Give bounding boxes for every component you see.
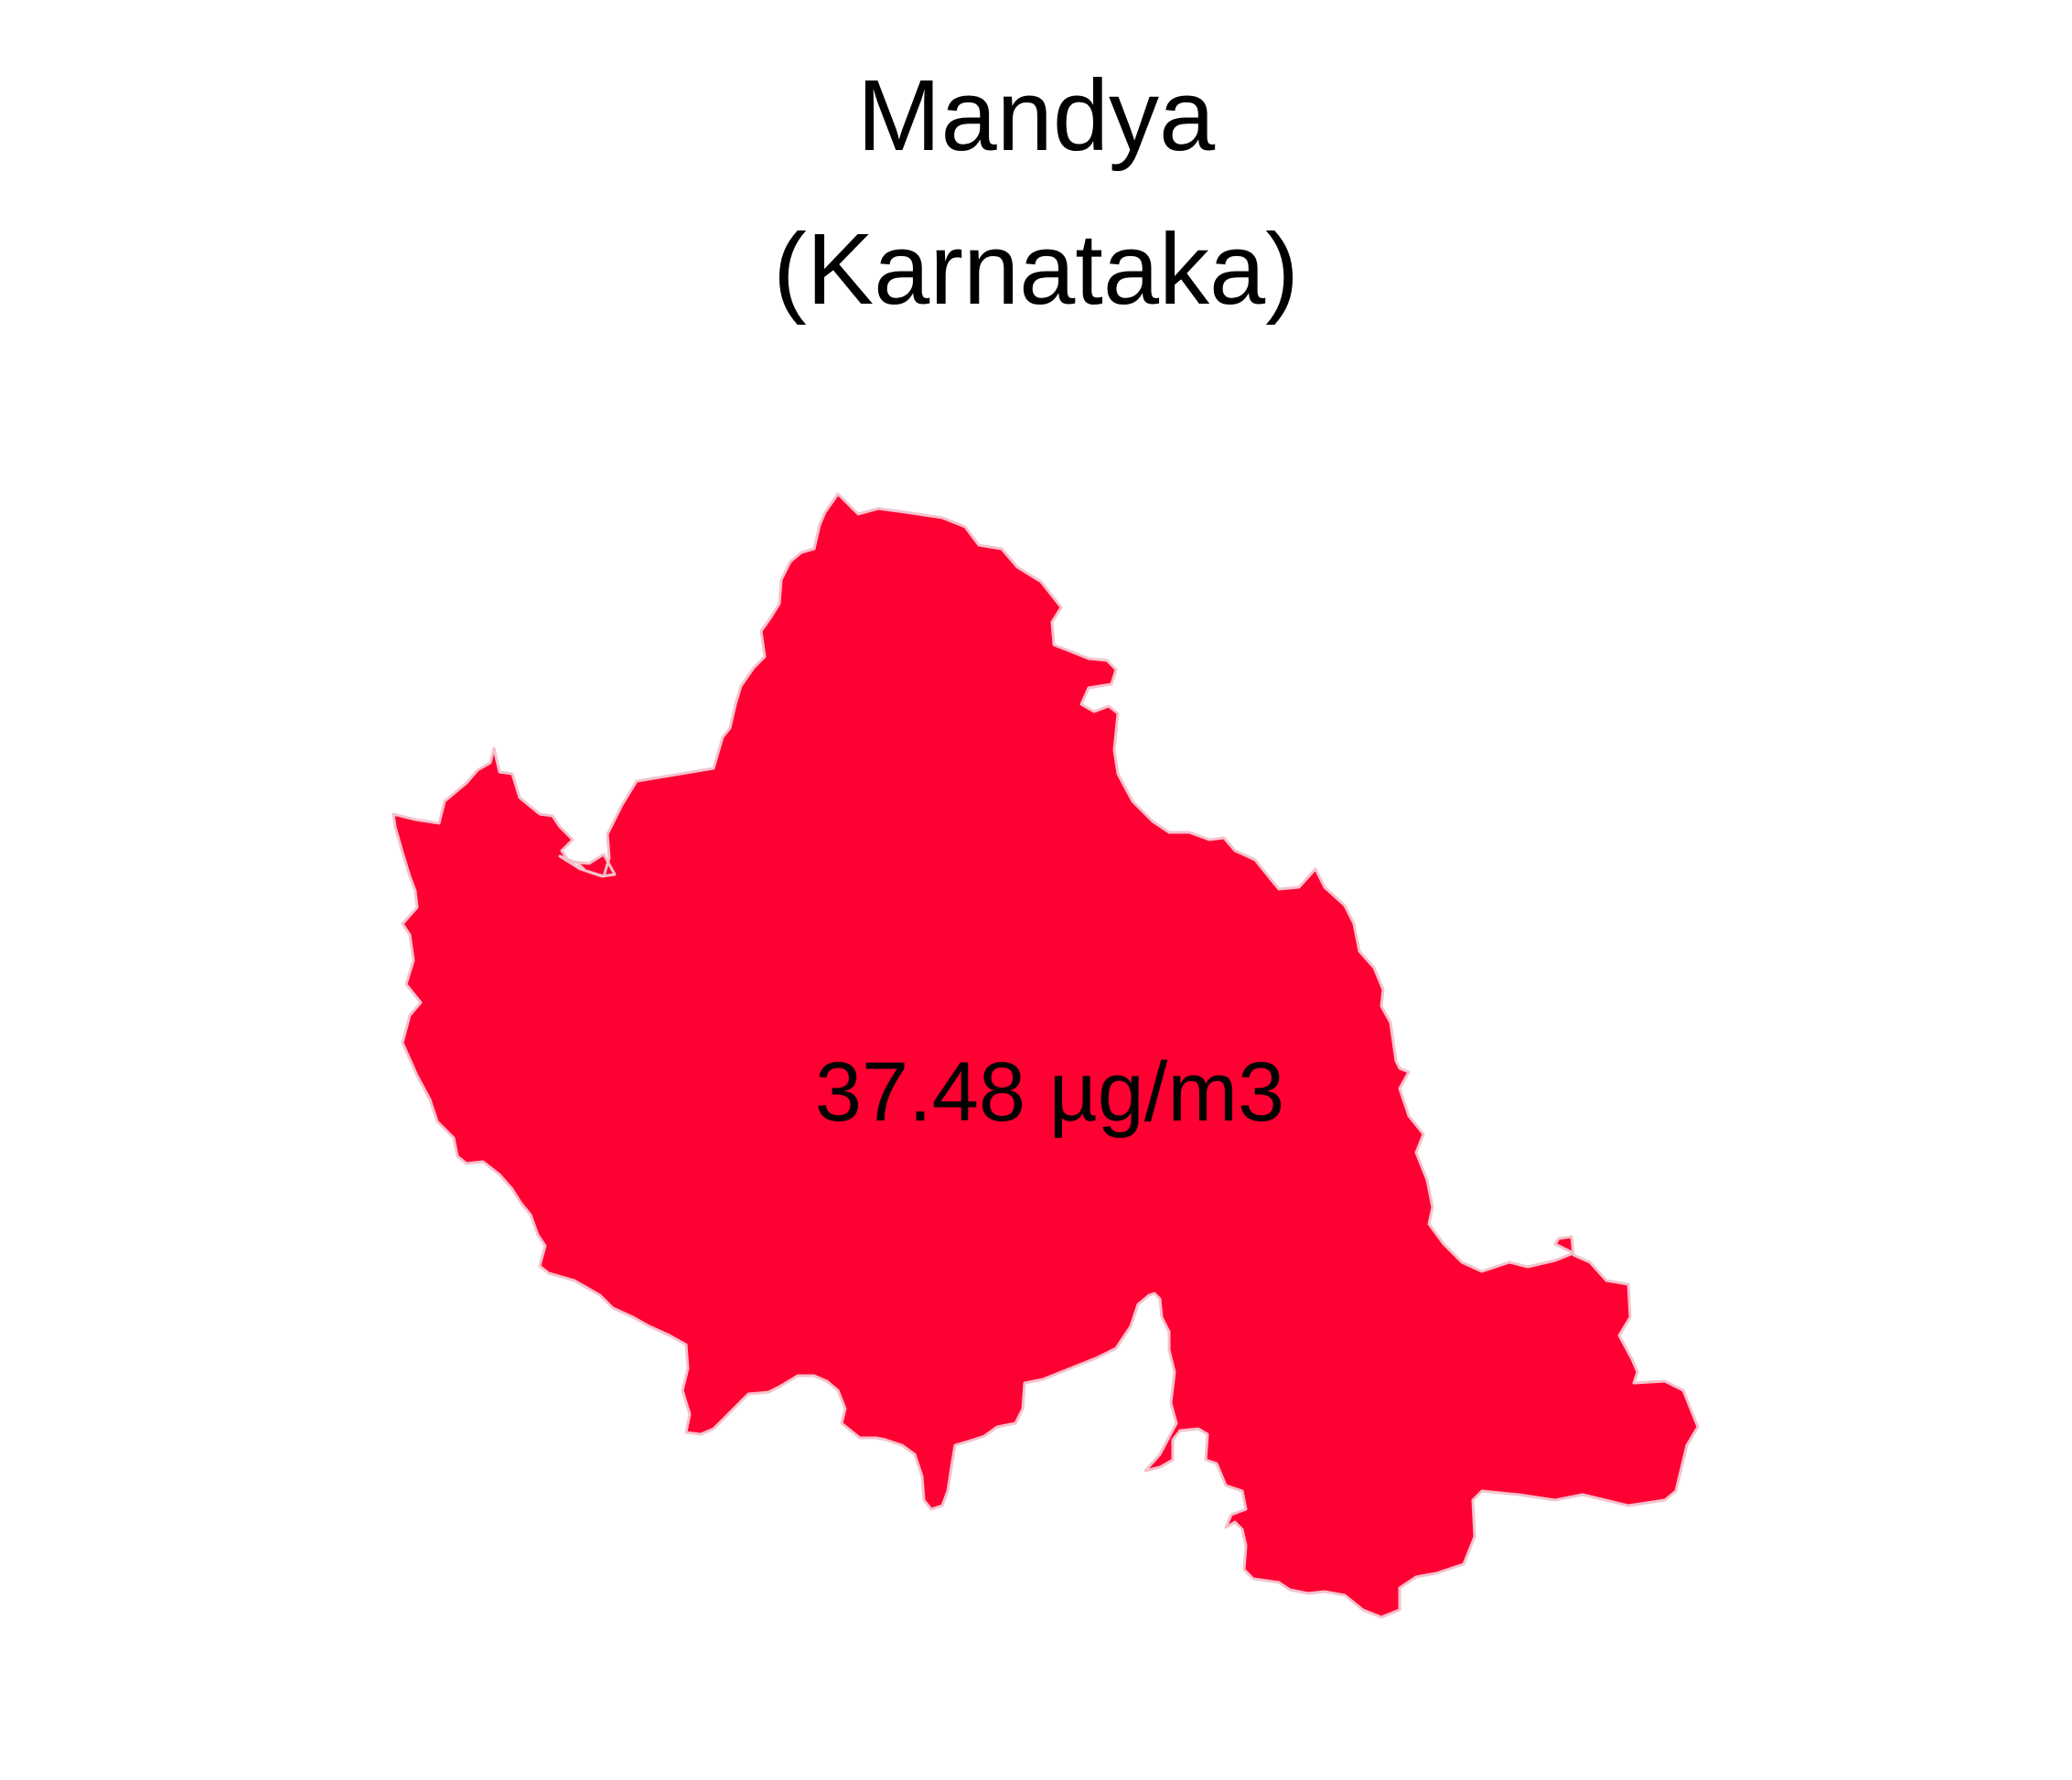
map-title: Mandya [856,59,1216,172]
map-subtitle-state: (Karnataka) [773,213,1299,326]
district-shape-mandya [392,492,1700,1619]
district-value-label: 37.48 µg/m3 [814,1045,1285,1139]
